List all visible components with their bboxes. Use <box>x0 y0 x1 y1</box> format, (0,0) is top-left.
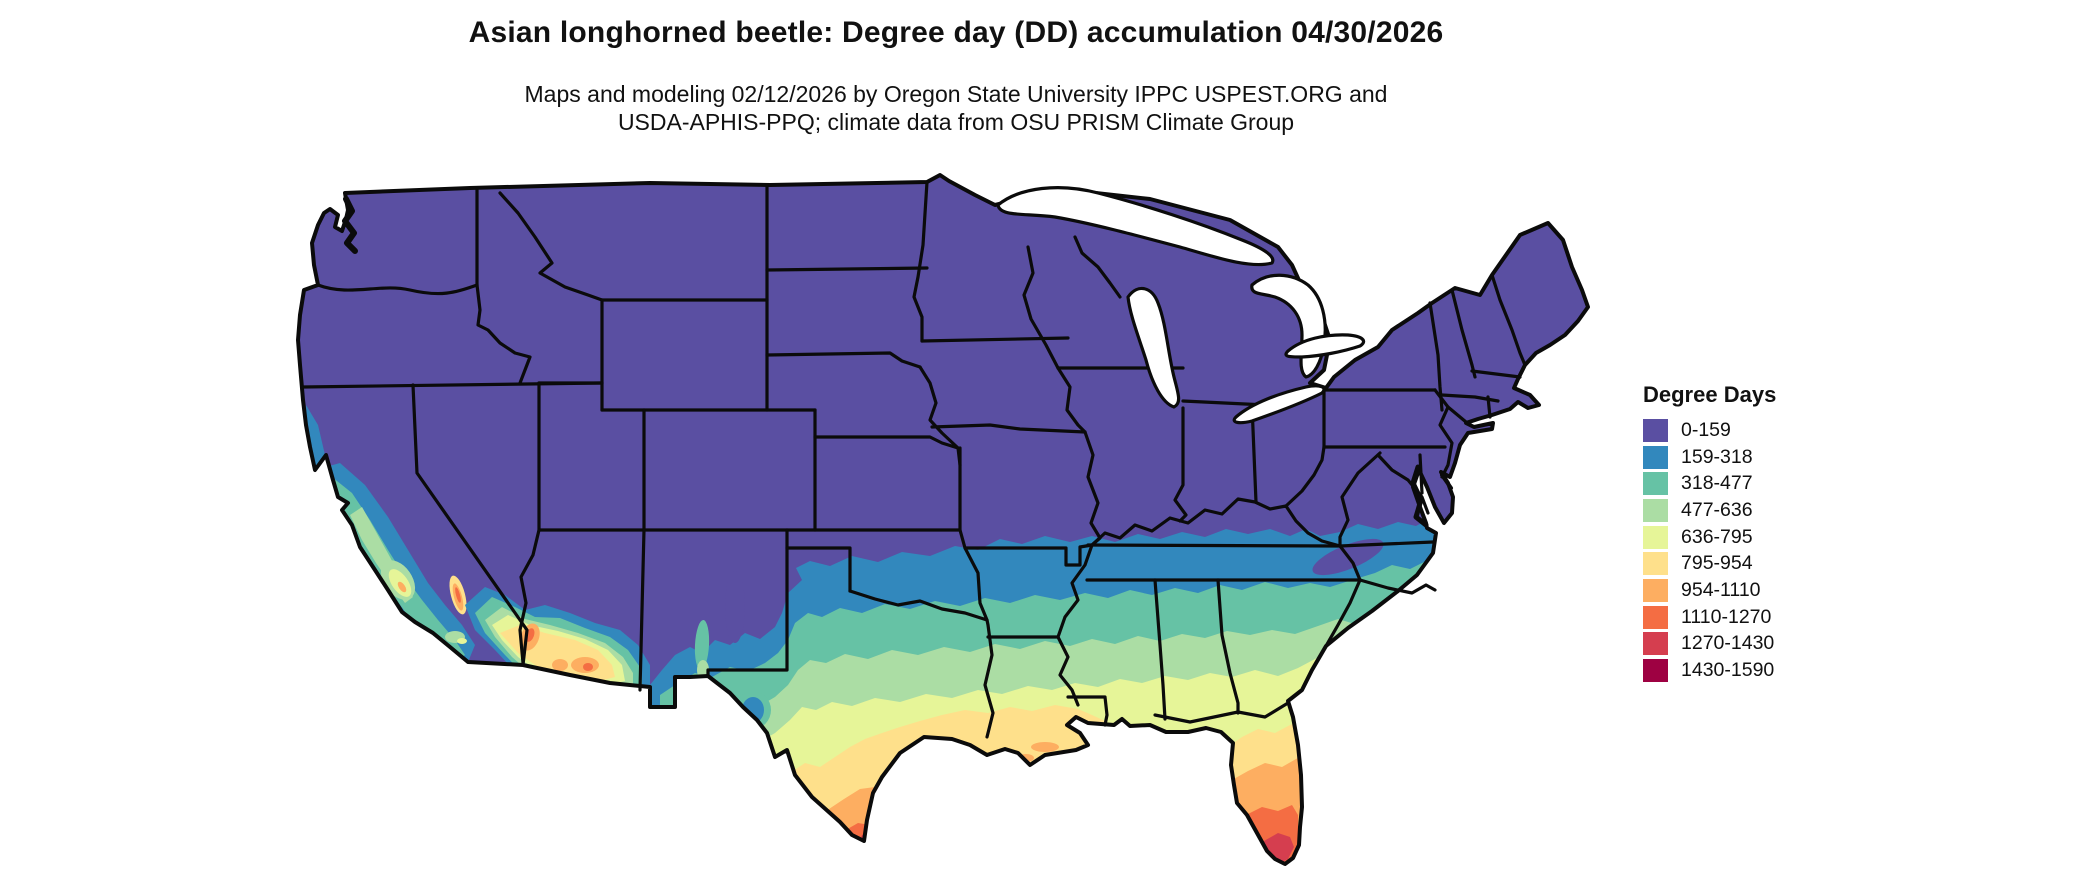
legend-swatch <box>1643 525 1668 549</box>
great-lakes <box>996 186 1366 425</box>
legend-row: 795-954 <box>1643 550 1873 577</box>
legend-swatch <box>1643 578 1668 602</box>
legend-row: 477-636 <box>1643 497 1873 524</box>
subtitle-line-2: USDA-APHIS-PPQ; climate data from OSU PR… <box>617 109 1295 135</box>
legend-label: 795-954 <box>1681 552 1753 575</box>
legend-title: Degree Days <box>1643 382 1777 407</box>
page-subtitle: Maps and modeling 02/12/2026 by Oregon S… <box>0 80 1912 136</box>
legend-swatch <box>1643 632 1668 656</box>
legend-swatch <box>1643 605 1668 629</box>
legend-items: 0-159 159-318 318-477 477-636 636-795 79… <box>1643 417 1873 684</box>
legend-row: 1270-1430 <box>1643 631 1873 658</box>
legend-swatch <box>1643 418 1668 442</box>
legend-row: 636-795 <box>1643 524 1873 551</box>
us-degree-day-map <box>230 125 1630 892</box>
subtitle-line-1: Maps and modeling 02/12/2026 by Oregon S… <box>524 81 1388 107</box>
new-mexico-cool-spine <box>725 571 745 643</box>
legend-swatch <box>1643 552 1668 576</box>
legend-label: 1270-1430 <box>1681 632 1775 655</box>
legend-swatch <box>1643 472 1668 496</box>
legend-label: 636-795 <box>1681 525 1753 548</box>
legend-label: 159-318 <box>1681 445 1753 468</box>
puget-sound <box>342 196 358 254</box>
legend-label: 0-159 <box>1681 418 1731 441</box>
legend-swatch <box>1643 498 1668 522</box>
legend-label: 1110-1270 <box>1681 605 1772 628</box>
legend-row: 318-477 <box>1643 470 1873 497</box>
legend-label: 954-1110 <box>1681 578 1761 601</box>
legend-swatch <box>1643 659 1668 683</box>
legend-row: 954-1110 <box>1643 577 1873 604</box>
legend-swatch <box>1643 445 1668 469</box>
chesapeake-bay <box>1410 464 1429 528</box>
legend: Degree Days 0-159 159-318 318-477 477-63… <box>1643 382 1873 684</box>
lake-erie <box>1232 384 1326 425</box>
lake-superior <box>996 186 1275 267</box>
delta-warm-spot <box>1031 742 1059 752</box>
legend-label: 1430-1590 <box>1681 659 1775 682</box>
state-borders <box>301 180 1527 739</box>
legend-row: 1110-1270 <box>1643 604 1873 631</box>
bays <box>342 196 1453 528</box>
california-warm-region <box>306 405 475 675</box>
map-svg <box>296 173 1590 866</box>
legend-row: 1430-1590 <box>1643 657 1873 684</box>
legend-row: 159-318 <box>1643 444 1873 471</box>
lake-ontario <box>1284 333 1366 359</box>
legend-label: 318-477 <box>1681 472 1753 495</box>
legend-label: 477-636 <box>1681 498 1753 521</box>
delaware-bay <box>1440 473 1453 490</box>
page-title: Asian longhorned beetle: Degree day (DD)… <box>468 16 1444 49</box>
legend-row: 0-159 <box>1643 417 1873 444</box>
lake-michigan <box>1126 286 1181 409</box>
